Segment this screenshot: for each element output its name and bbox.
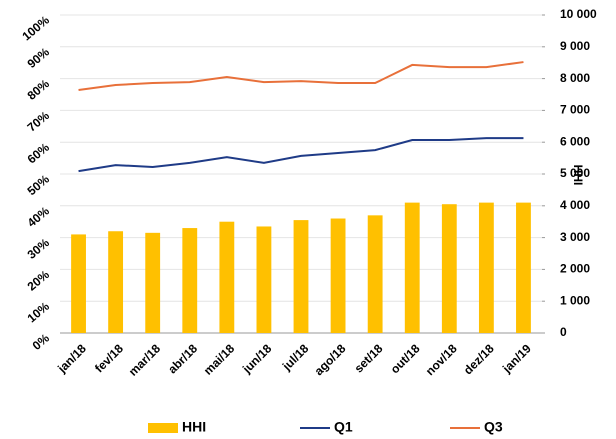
legend-label: Q1 bbox=[334, 419, 353, 435]
x-tick-label: set/18 bbox=[352, 341, 386, 375]
y-tick-label: 100% bbox=[19, 13, 52, 44]
x-tick-label: fev/18 bbox=[92, 341, 126, 375]
x-tick-label: out/18 bbox=[388, 341, 423, 376]
y-tick-label: 50% bbox=[25, 172, 53, 198]
y-tick-label: 20% bbox=[25, 267, 53, 293]
y2-axis-label: HHI bbox=[571, 165, 585, 186]
bar bbox=[145, 232, 161, 333]
legend-label: Q3 bbox=[484, 419, 503, 435]
y-tick-label: 70% bbox=[25, 108, 53, 134]
x-tick-label: jul/18 bbox=[279, 341, 312, 374]
y2-tick-label: 5 000 bbox=[560, 166, 590, 180]
bar bbox=[293, 220, 309, 333]
line bbox=[78, 137, 524, 173]
bar bbox=[516, 202, 531, 333]
y-tick-label: 80% bbox=[25, 76, 53, 102]
y-tick-label: 10% bbox=[25, 299, 53, 325]
x-tick-label: nov/18 bbox=[423, 341, 460, 378]
y2-tick-label: 0 bbox=[560, 325, 567, 339]
bar bbox=[71, 234, 86, 333]
legend-label: HHI bbox=[182, 419, 206, 435]
y-tick-label: 0% bbox=[30, 331, 53, 353]
legend-swatch bbox=[148, 423, 178, 433]
bar bbox=[478, 202, 494, 333]
y2-tick-label: 3 000 bbox=[560, 230, 590, 244]
bar bbox=[182, 228, 198, 333]
y2-tick-label: 10 000 bbox=[560, 7, 597, 21]
bar bbox=[367, 215, 383, 333]
y2-tick-label: 4 000 bbox=[560, 198, 590, 212]
y2-tick-label: 6 000 bbox=[560, 134, 590, 148]
x-tick-label: abr/18 bbox=[165, 341, 200, 376]
bar bbox=[219, 221, 235, 333]
y2-tick-label: 1 000 bbox=[560, 293, 590, 307]
line bbox=[78, 61, 524, 92]
y-tick-label: 90% bbox=[25, 45, 53, 71]
y2-tick-label: 2 000 bbox=[560, 262, 590, 276]
x-tick-label: mai/18 bbox=[201, 341, 238, 378]
x-tick-label: dez/18 bbox=[461, 341, 497, 377]
y2-tick-label: 9 000 bbox=[560, 39, 590, 53]
x-tick-label: jan/19 bbox=[499, 341, 534, 376]
bar bbox=[404, 202, 420, 333]
bar bbox=[256, 226, 272, 333]
x-tick-label: mar/18 bbox=[126, 341, 163, 378]
x-tick-label: jun/18 bbox=[239, 341, 274, 376]
bar bbox=[330, 218, 346, 333]
bar bbox=[108, 231, 124, 333]
x-tick-label: ago/18 bbox=[312, 341, 349, 378]
y-tick-label: 60% bbox=[25, 140, 53, 166]
x-tick-label: jan/18 bbox=[54, 341, 89, 376]
y2-tick-label: 8 000 bbox=[560, 71, 590, 85]
y-tick-label: 30% bbox=[25, 235, 53, 261]
bar bbox=[441, 204, 457, 333]
y2-tick-label: 7 000 bbox=[560, 103, 590, 117]
y-tick-label: 40% bbox=[25, 204, 53, 230]
